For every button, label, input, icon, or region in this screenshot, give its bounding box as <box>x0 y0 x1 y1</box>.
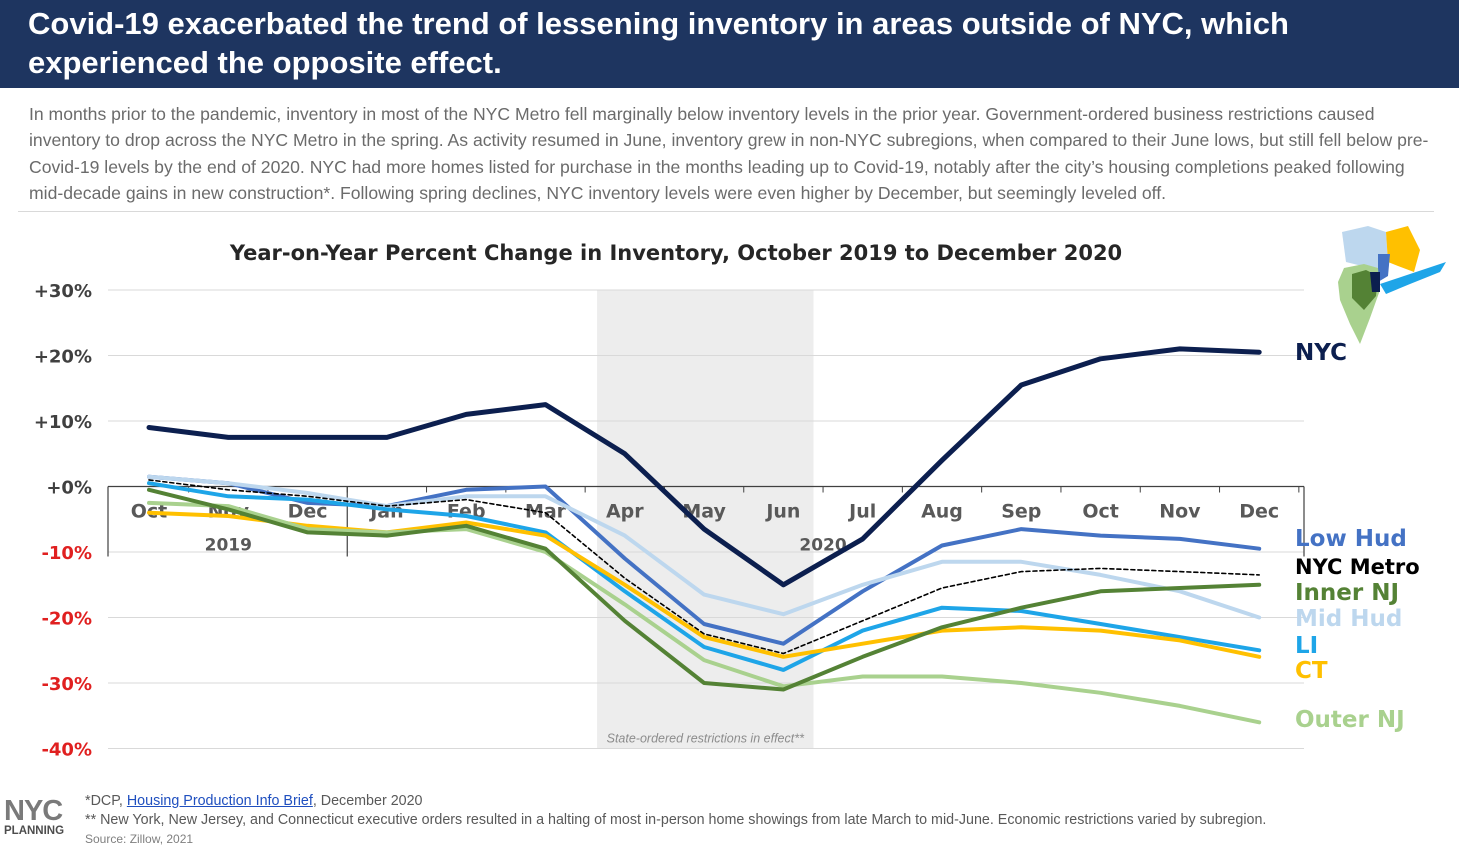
footnotes: *DCP, Housing Production Info Brief, Dec… <box>85 792 1445 849</box>
region-map-icon <box>1338 226 1446 344</box>
year-label: 2020 <box>799 536 846 556</box>
legend-label-outer-nj: Outer NJ <box>1295 707 1405 733</box>
logo-wordmark: PLANNING <box>4 825 65 837</box>
series-line-outer-nj <box>147 500 1262 725</box>
series-line-li <box>147 481 1262 672</box>
logo-mark: NYC <box>4 795 63 827</box>
page-title: Covid-19 exacerbated the trend of lessen… <box>28 6 1289 80</box>
legend-label-ct: CT <box>1295 658 1328 684</box>
legend-label-low-hud: Low Hud <box>1295 526 1407 552</box>
y-tick-label: +0% <box>46 478 92 499</box>
footnote-1-suffix: , December 2020 <box>312 793 423 809</box>
x-tick-label: Jun <box>764 501 800 523</box>
footnote-1: *DCP, Housing Production Info Brief, Dec… <box>85 792 1445 811</box>
series-line-nyc-metro <box>148 479 1260 655</box>
y-tick-label: +10% <box>34 412 92 433</box>
legend-label-inner-nj: Inner NJ <box>1295 580 1399 606</box>
housing-brief-link[interactable]: Housing Production Info Brief <box>126 793 313 809</box>
legend-label-li: LI <box>1295 633 1318 659</box>
series-line-mid-hud <box>147 474 1262 620</box>
y-tick-label: -10% <box>41 543 92 564</box>
y-tick-label: +20% <box>34 347 92 368</box>
chart: State-ordered restrictions in effect** +… <box>34 226 1446 761</box>
footnote-1-prefix: *DCP, <box>85 793 127 809</box>
series-line-ct <box>147 510 1262 659</box>
y-tick-label: -30% <box>41 674 92 695</box>
x-tick-label: Dec <box>1239 501 1279 523</box>
series-line-nyc <box>146 346 1262 588</box>
legend-label-nyc-metro: NYC Metro <box>1295 555 1420 579</box>
intro-paragraph: In months prior to the pandemic, invento… <box>29 104 1429 203</box>
shaded-region <box>597 290 814 749</box>
shaded-region-label: State-ordered restrictions in effect** <box>607 732 805 746</box>
x-tick-label: Nov <box>1159 501 1201 523</box>
y-tick-label: +30% <box>34 281 92 302</box>
header-banner: Covid-19 exacerbated the trend of lessen… <box>0 0 1459 88</box>
year-label: 2019 <box>205 536 252 556</box>
y-tick-label: -20% <box>41 609 92 630</box>
x-tick-label: Mar <box>525 501 567 523</box>
y-tick-label: -40% <box>41 740 92 761</box>
legend-label-nyc: NYC <box>1295 340 1347 366</box>
footnote-2: ** New York, New Jersey, and Connecticut… <box>85 812 1267 828</box>
x-tick-label: Oct <box>1082 501 1119 523</box>
x-tick-label: Dec <box>288 501 328 523</box>
nyc-planning-logo: NYC PLANNING <box>4 795 76 840</box>
x-tick-label: Apr <box>606 501 644 523</box>
x-tick-label: Jul <box>847 501 876 523</box>
divider <box>18 211 1434 212</box>
x-tick-label: Sep <box>1001 501 1041 523</box>
series-group <box>146 346 1262 725</box>
chart-title: Year-on-Year Percent Change in Inventory… <box>229 241 1122 265</box>
shaded-region-group: State-ordered restrictions in effect** <box>597 290 814 749</box>
x-tick-label: Aug <box>921 501 963 523</box>
legend-label-mid-hud: Mid Hud <box>1295 606 1402 632</box>
series-line-inner-nj <box>147 487 1262 692</box>
